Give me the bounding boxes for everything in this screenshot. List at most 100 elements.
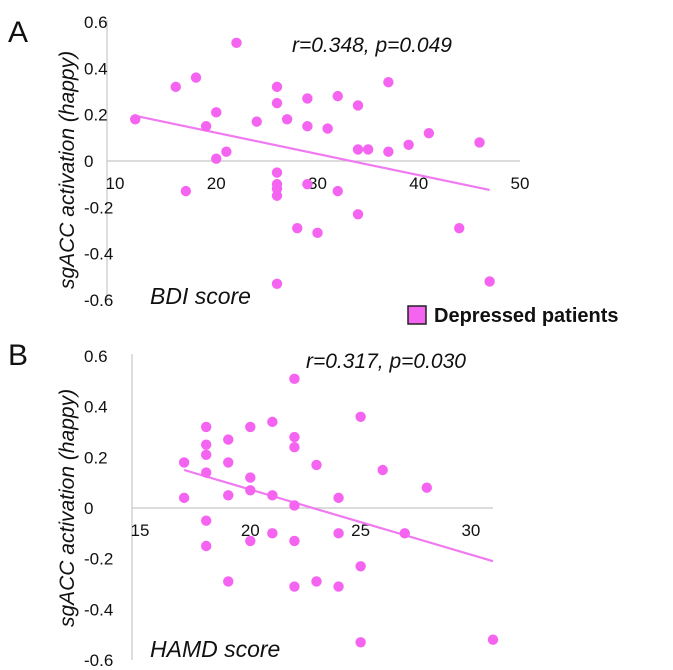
- data-point-a: [231, 37, 242, 49]
- data-point-b: [200, 540, 212, 552]
- data-point-b: [267, 528, 278, 539]
- y-tick-label-a: 0.6: [84, 13, 108, 32]
- data-point-a: [130, 114, 141, 125]
- data-point-b: [333, 528, 344, 539]
- y-tick-label-b: 0.2: [84, 448, 108, 467]
- stat-annotation-b: r=0.317, p=0.030: [306, 350, 466, 373]
- data-point-b: [245, 472, 256, 483]
- data-point-b: [311, 576, 322, 587]
- trend-line-a: [135, 114, 490, 192]
- data-point-a: [403, 139, 414, 150]
- data-point-b: [223, 576, 234, 587]
- y-tick-label-a: 0: [84, 152, 93, 171]
- x-tick-label-a: 30: [308, 174, 327, 193]
- data-point-a: [332, 90, 343, 102]
- data-point-b: [245, 535, 256, 547]
- legend-label: Depressed patients: [434, 305, 619, 327]
- data-point-a: [423, 128, 435, 139]
- data-point-a: [352, 144, 364, 155]
- data-point-b: [333, 492, 344, 504]
- data-point-b: [245, 485, 256, 496]
- data-point-b: [200, 515, 212, 526]
- y-tick-label-b: -0.4: [84, 600, 113, 619]
- data-point-b: [223, 457, 234, 468]
- data-point-b: [355, 637, 366, 648]
- data-point-a: [474, 137, 485, 148]
- data-point-b: [223, 490, 234, 501]
- y-tick-label-b: 0.6: [84, 347, 108, 366]
- stat-annotation-a: r=0.348, p=0.049: [292, 34, 452, 57]
- data-point-a: [484, 276, 495, 287]
- data-point-b: [178, 492, 190, 504]
- data-point-a: [302, 121, 313, 132]
- data-point-a: [352, 209, 364, 220]
- data-point-a: [180, 185, 192, 197]
- panel-b: B sgACC activation (happy) r=0.317, p=0.…: [8, 339, 499, 670]
- data-point-b: [311, 459, 322, 471]
- x-tick-label-b: 30: [461, 521, 480, 540]
- y-tick-label-b: 0.4: [84, 398, 108, 417]
- data-point-a: [383, 146, 394, 157]
- data-point-b: [421, 482, 433, 493]
- data-point-a: [292, 222, 303, 234]
- data-point-b: [377, 464, 388, 476]
- data-point-b: [355, 561, 366, 572]
- data-point-b: [223, 434, 234, 445]
- y-tick-label-a: -0.4: [84, 245, 113, 264]
- data-point-b: [200, 449, 212, 460]
- legend-swatch: [407, 305, 427, 325]
- x-tick-label-a: 40: [409, 174, 428, 193]
- y-tick-label-b: -0.2: [84, 550, 113, 569]
- data-point-a: [211, 107, 222, 118]
- data-point-b: [487, 634, 499, 645]
- data-point-a: [281, 114, 293, 125]
- data-point-a: [271, 167, 283, 178]
- legend: Depressed patients: [407, 305, 619, 327]
- data-point-b: [245, 421, 256, 433]
- data-point-b: [333, 581, 344, 592]
- data-point-a: [271, 81, 283, 93]
- y-axis-label-a: sgACC activation (happy): [56, 51, 79, 289]
- y-tick-label-a: 0.2: [84, 106, 108, 125]
- data-point-b: [289, 373, 300, 384]
- panel-a: A sgACC activation (happy) r=0.348, p=0.…: [8, 13, 529, 310]
- data-point-a: [271, 97, 283, 109]
- data-point-a: [302, 178, 313, 190]
- y-tick-label-b: -0.6: [84, 651, 113, 670]
- data-point-a: [383, 77, 394, 88]
- data-point-a: [251, 116, 262, 127]
- data-point-b: [200, 421, 212, 433]
- x-tick-label-a: 50: [511, 174, 530, 193]
- data-point-b: [355, 411, 366, 422]
- y-tick-label-a: -0.6: [84, 291, 113, 310]
- x-tick-label-b: 20: [241, 521, 260, 540]
- x-tick-label-b: 15: [131, 521, 150, 540]
- data-point-a: [200, 121, 212, 132]
- y-tick-label-b: 0: [84, 499, 93, 518]
- data-point-a: [302, 93, 313, 104]
- x-tick-label-b: 25: [351, 521, 370, 540]
- data-point-a: [352, 100, 364, 111]
- data-point-b: [289, 535, 300, 547]
- data-point-a: [211, 153, 222, 164]
- x-tick-label-a: 10: [106, 174, 125, 193]
- data-point-b: [289, 431, 300, 443]
- data-point-b: [267, 416, 278, 428]
- data-point-b: [200, 467, 212, 478]
- x-tick-label-a: 20: [207, 174, 226, 193]
- data-point-a: [454, 222, 465, 234]
- data-point-a: [332, 185, 343, 197]
- data-point-b: [178, 457, 190, 468]
- data-point-a: [190, 72, 202, 83]
- x-axis-label-a: BDI score: [150, 283, 251, 309]
- data-point-a: [322, 123, 333, 134]
- data-point-b: [289, 500, 300, 511]
- data-point-a: [271, 278, 283, 289]
- data-point-b: [200, 439, 212, 450]
- y-tick-label-a: 0.4: [84, 59, 108, 78]
- trend-line-b: [183, 468, 494, 563]
- data-point-b: [289, 442, 300, 453]
- y-tick-label-a: -0.2: [84, 198, 113, 217]
- panel-label-b: B: [8, 339, 28, 372]
